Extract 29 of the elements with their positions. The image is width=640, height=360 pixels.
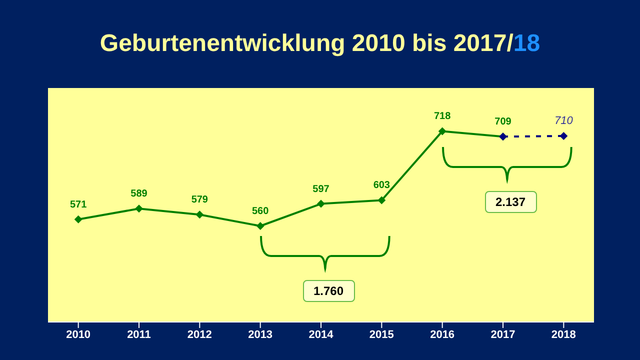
- data-label: 710: [554, 115, 574, 127]
- data-label: 571: [70, 199, 88, 210]
- annotation: 2.137: [484, 190, 536, 213]
- data-label: 603: [373, 180, 390, 192]
- point: [256, 222, 264, 230]
- point: [74, 215, 82, 224]
- point: [378, 196, 386, 204]
- data-label: 597: [312, 184, 330, 195]
- x-tick-label: 2015: [369, 328, 394, 341]
- x-tick-label: 2014: [308, 328, 334, 341]
- point: [135, 204, 143, 213]
- x-tick-label: 2010: [66, 328, 91, 341]
- x-tick-label: 2013: [248, 328, 273, 341]
- data-label: 709: [494, 116, 512, 128]
- point: [196, 210, 204, 219]
- x-tick-label: 2011: [127, 328, 151, 341]
- chart-title: Geburtenentwicklung 2010 bis 2017/18: [98, 30, 542, 58]
- data-label: 718: [434, 111, 452, 122]
- data-label: 579: [191, 194, 208, 206]
- x-tick-label: 2012: [187, 328, 212, 341]
- x-tick-label: 2016: [430, 328, 455, 341]
- x-tick-label: 2017: [490, 328, 516, 341]
- data-label: 589: [130, 188, 148, 200]
- x-tick-label: 2018: [551, 328, 576, 341]
- annotation: 1.760: [302, 280, 354, 302]
- point: [317, 200, 325, 208]
- point: [438, 127, 446, 136]
- point: [560, 132, 568, 140]
- data-label: 560: [252, 206, 270, 217]
